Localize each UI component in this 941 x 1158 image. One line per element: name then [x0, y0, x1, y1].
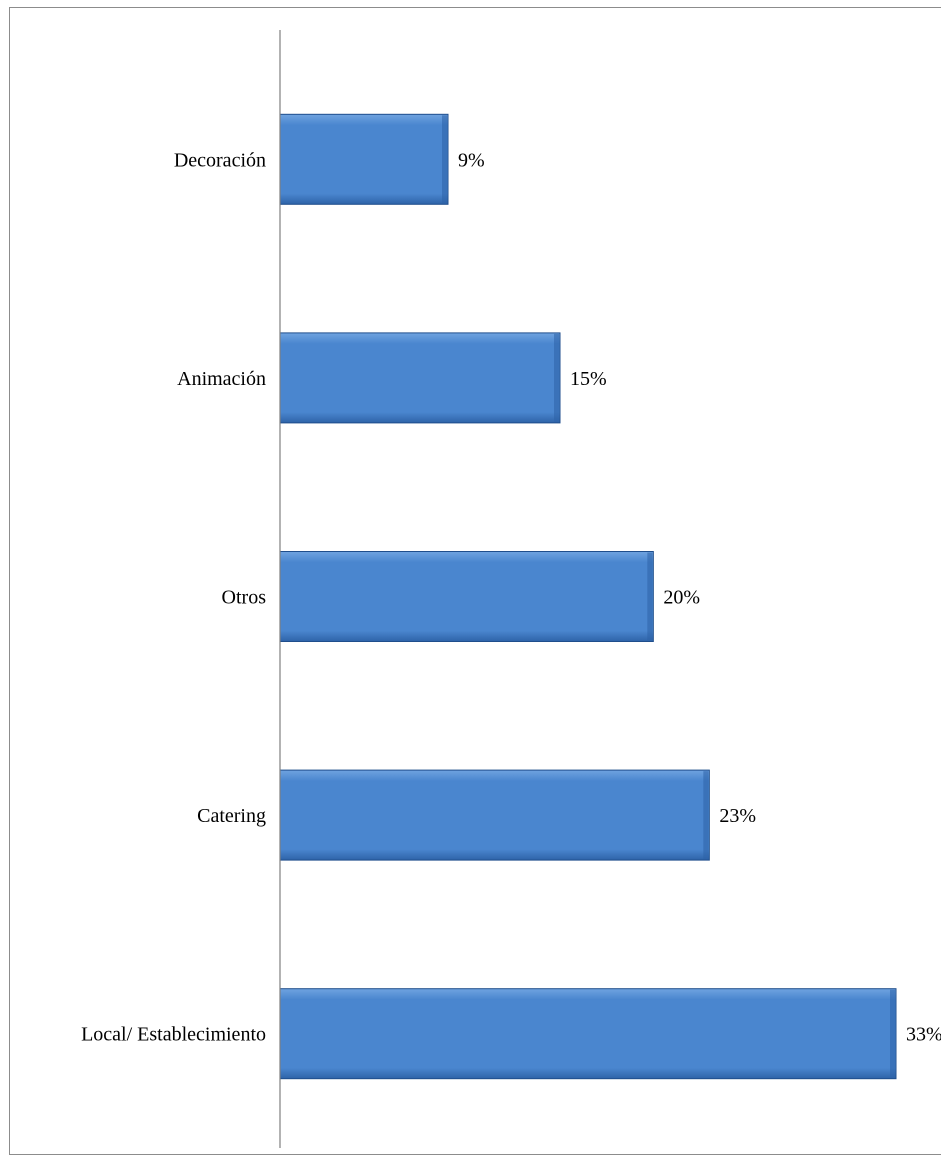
bar-bevel-1	[442, 115, 447, 204]
value-label-3: 20%	[663, 587, 700, 609]
bar-5	[279, 988, 897, 1080]
bar-3	[279, 551, 654, 642]
chart-frame: Decoración 9% Animación 15% Otros 20% Catering…	[9, 7, 941, 1155]
value-label-2: 15%	[570, 368, 607, 390]
bar-4	[279, 769, 710, 861]
category-label-3: Otros	[222, 587, 267, 609]
value-label-1: 9%	[458, 149, 485, 171]
bar-1	[279, 113, 449, 205]
bar-bevel-5	[890, 989, 895, 1078]
category-label-2: Animación	[177, 368, 266, 390]
category-label-5: Local/ Establecimiento	[81, 1024, 266, 1046]
value-label-5: 33%	[906, 1024, 941, 1046]
category-label-4: Catering	[197, 805, 266, 827]
value-label-4: 23%	[719, 805, 756, 827]
bar-chart: Decoración 9% Animación 15% Otros 20% Catering…	[81, 30, 941, 1148]
bar-bevel-4	[703, 771, 709, 860]
category-label-1: Decoración	[174, 149, 266, 171]
bar-2	[279, 332, 561, 424]
bar-bevel-2	[554, 333, 559, 422]
bar-bevel-3	[647, 552, 653, 641]
